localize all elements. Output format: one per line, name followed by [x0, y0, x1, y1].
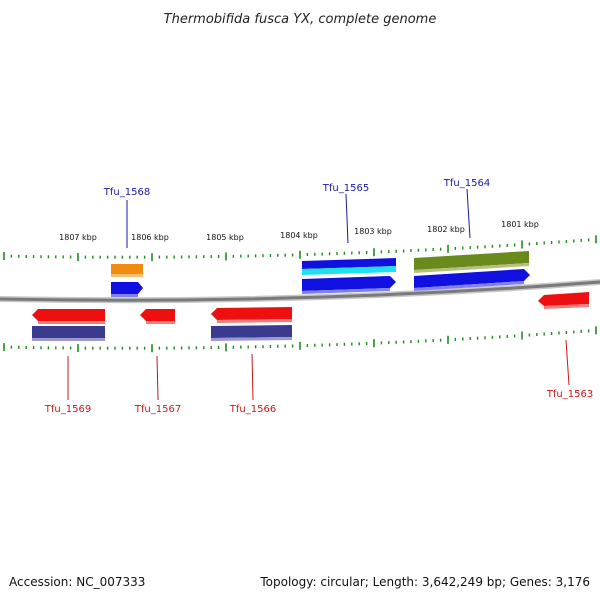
leader-line-tfu-1566: [251, 353, 254, 401]
genome-backbone: [0, 280, 600, 302]
feature-olive-1564[interactable]: [414, 251, 529, 273]
gene-tfu-1568[interactable]: [111, 282, 143, 297]
scale-ticks-bottom: [3, 326, 597, 353]
feature-blue-1565[interactable]: [302, 258, 396, 275]
feature-navy-1566[interactable]: [211, 325, 292, 341]
gene-tfu-1567[interactable]: [140, 309, 175, 324]
accession-text: Accession: NC_007333: [9, 575, 146, 589]
gene-label-tfu-1564[interactable]: Tfu_1564: [443, 178, 490, 189]
gene-label-tfu-1568[interactable]: Tfu_1568: [103, 187, 150, 198]
gene-label-tfu-1565[interactable]: Tfu_1565: [322, 183, 369, 194]
gene-tfu-1569[interactable]: [32, 309, 105, 324]
leader-line-tfu-1567: [156, 355, 159, 401]
feature-navy-1569[interactable]: [32, 326, 105, 341]
scale-label-1804: 1804 kbp: [280, 231, 318, 240]
gene-label-tfu-1567[interactable]: Tfu_1567: [134, 404, 181, 415]
gene-label-tfu-1569[interactable]: Tfu_1569: [44, 404, 91, 415]
gene-label-tfu-1566[interactable]: Tfu_1566: [229, 404, 276, 415]
leader-line-tfu-1565: [345, 193, 349, 244]
scale-label-1806: 1806 kbp: [131, 233, 169, 242]
gene-tfu-1565[interactable]: [302, 276, 396, 294]
gene-tfu-1564[interactable]: [414, 269, 530, 291]
scale-label-1805: 1805 kbp: [206, 233, 244, 242]
leader-line-tfu-1563: [565, 339, 570, 386]
topology-text: Topology: circular; Length: 3,642,249 bp…: [260, 575, 590, 589]
gene-label-tfu-1563[interactable]: Tfu_1563: [546, 389, 593, 400]
scale-label-1802: 1802 kbp: [427, 225, 465, 234]
scale-label-1807: 1807 kbp: [59, 233, 97, 242]
scale-label-1801: 1801 kbp: [501, 220, 539, 229]
gene-tfu-1563[interactable]: [538, 292, 589, 309]
scale-ticks-top: [3, 235, 597, 262]
leader-line-tfu-1564: [466, 188, 471, 239]
scale-label-1803: 1803 kbp: [354, 227, 392, 236]
feature-orange-1568[interactable]: [111, 264, 143, 277]
gene-tfu-1566[interactable]: [211, 307, 292, 323]
map-title: Thermobifida fusca YX, complete genome: [164, 12, 437, 27]
